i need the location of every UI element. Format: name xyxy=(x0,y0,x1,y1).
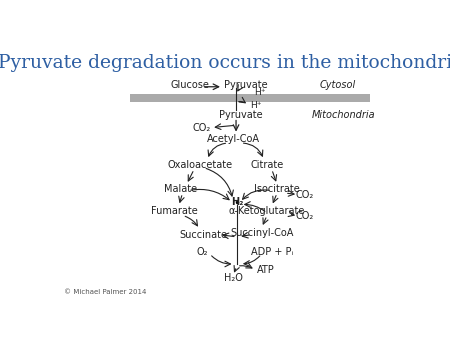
Text: Mitochondria: Mitochondria xyxy=(312,110,376,120)
Text: ATP: ATP xyxy=(256,265,274,275)
Text: H⁺: H⁺ xyxy=(250,101,261,110)
Text: © Michael Palmer 2014: © Michael Palmer 2014 xyxy=(64,289,146,295)
Text: CO₂: CO₂ xyxy=(193,123,211,132)
Text: Fumarate: Fumarate xyxy=(152,207,198,217)
FancyBboxPatch shape xyxy=(130,94,370,102)
Text: Glucose: Glucose xyxy=(171,80,210,90)
Text: Succinate: Succinate xyxy=(180,230,228,240)
Text: O₂: O₂ xyxy=(196,247,208,257)
Text: ADP + Pᵢ: ADP + Pᵢ xyxy=(251,247,293,257)
Text: CO₂: CO₂ xyxy=(295,190,313,199)
Text: Isocitrate: Isocitrate xyxy=(254,184,300,194)
Text: Oxaloacetate: Oxaloacetate xyxy=(167,160,232,170)
Text: Citrate: Citrate xyxy=(250,160,284,170)
Text: Pyruvate: Pyruvate xyxy=(225,80,268,90)
Text: α-Ketoglutarate: α-Ketoglutarate xyxy=(229,207,305,217)
Text: Pyruvate degradation occurs in the mitochondria: Pyruvate degradation occurs in the mitoc… xyxy=(0,54,450,72)
Text: Pyruvate: Pyruvate xyxy=(219,110,263,120)
Text: Malate: Malate xyxy=(164,184,197,194)
Text: H₂: H₂ xyxy=(231,197,243,207)
Text: H⁺: H⁺ xyxy=(254,88,266,97)
Text: Acetyl-CoA: Acetyl-CoA xyxy=(207,134,260,144)
Text: Cytosol: Cytosol xyxy=(320,80,356,90)
Text: Succinyl-CoA: Succinyl-CoA xyxy=(230,228,293,238)
Text: CO₂: CO₂ xyxy=(295,211,313,221)
Text: H₂O: H₂O xyxy=(224,273,243,283)
